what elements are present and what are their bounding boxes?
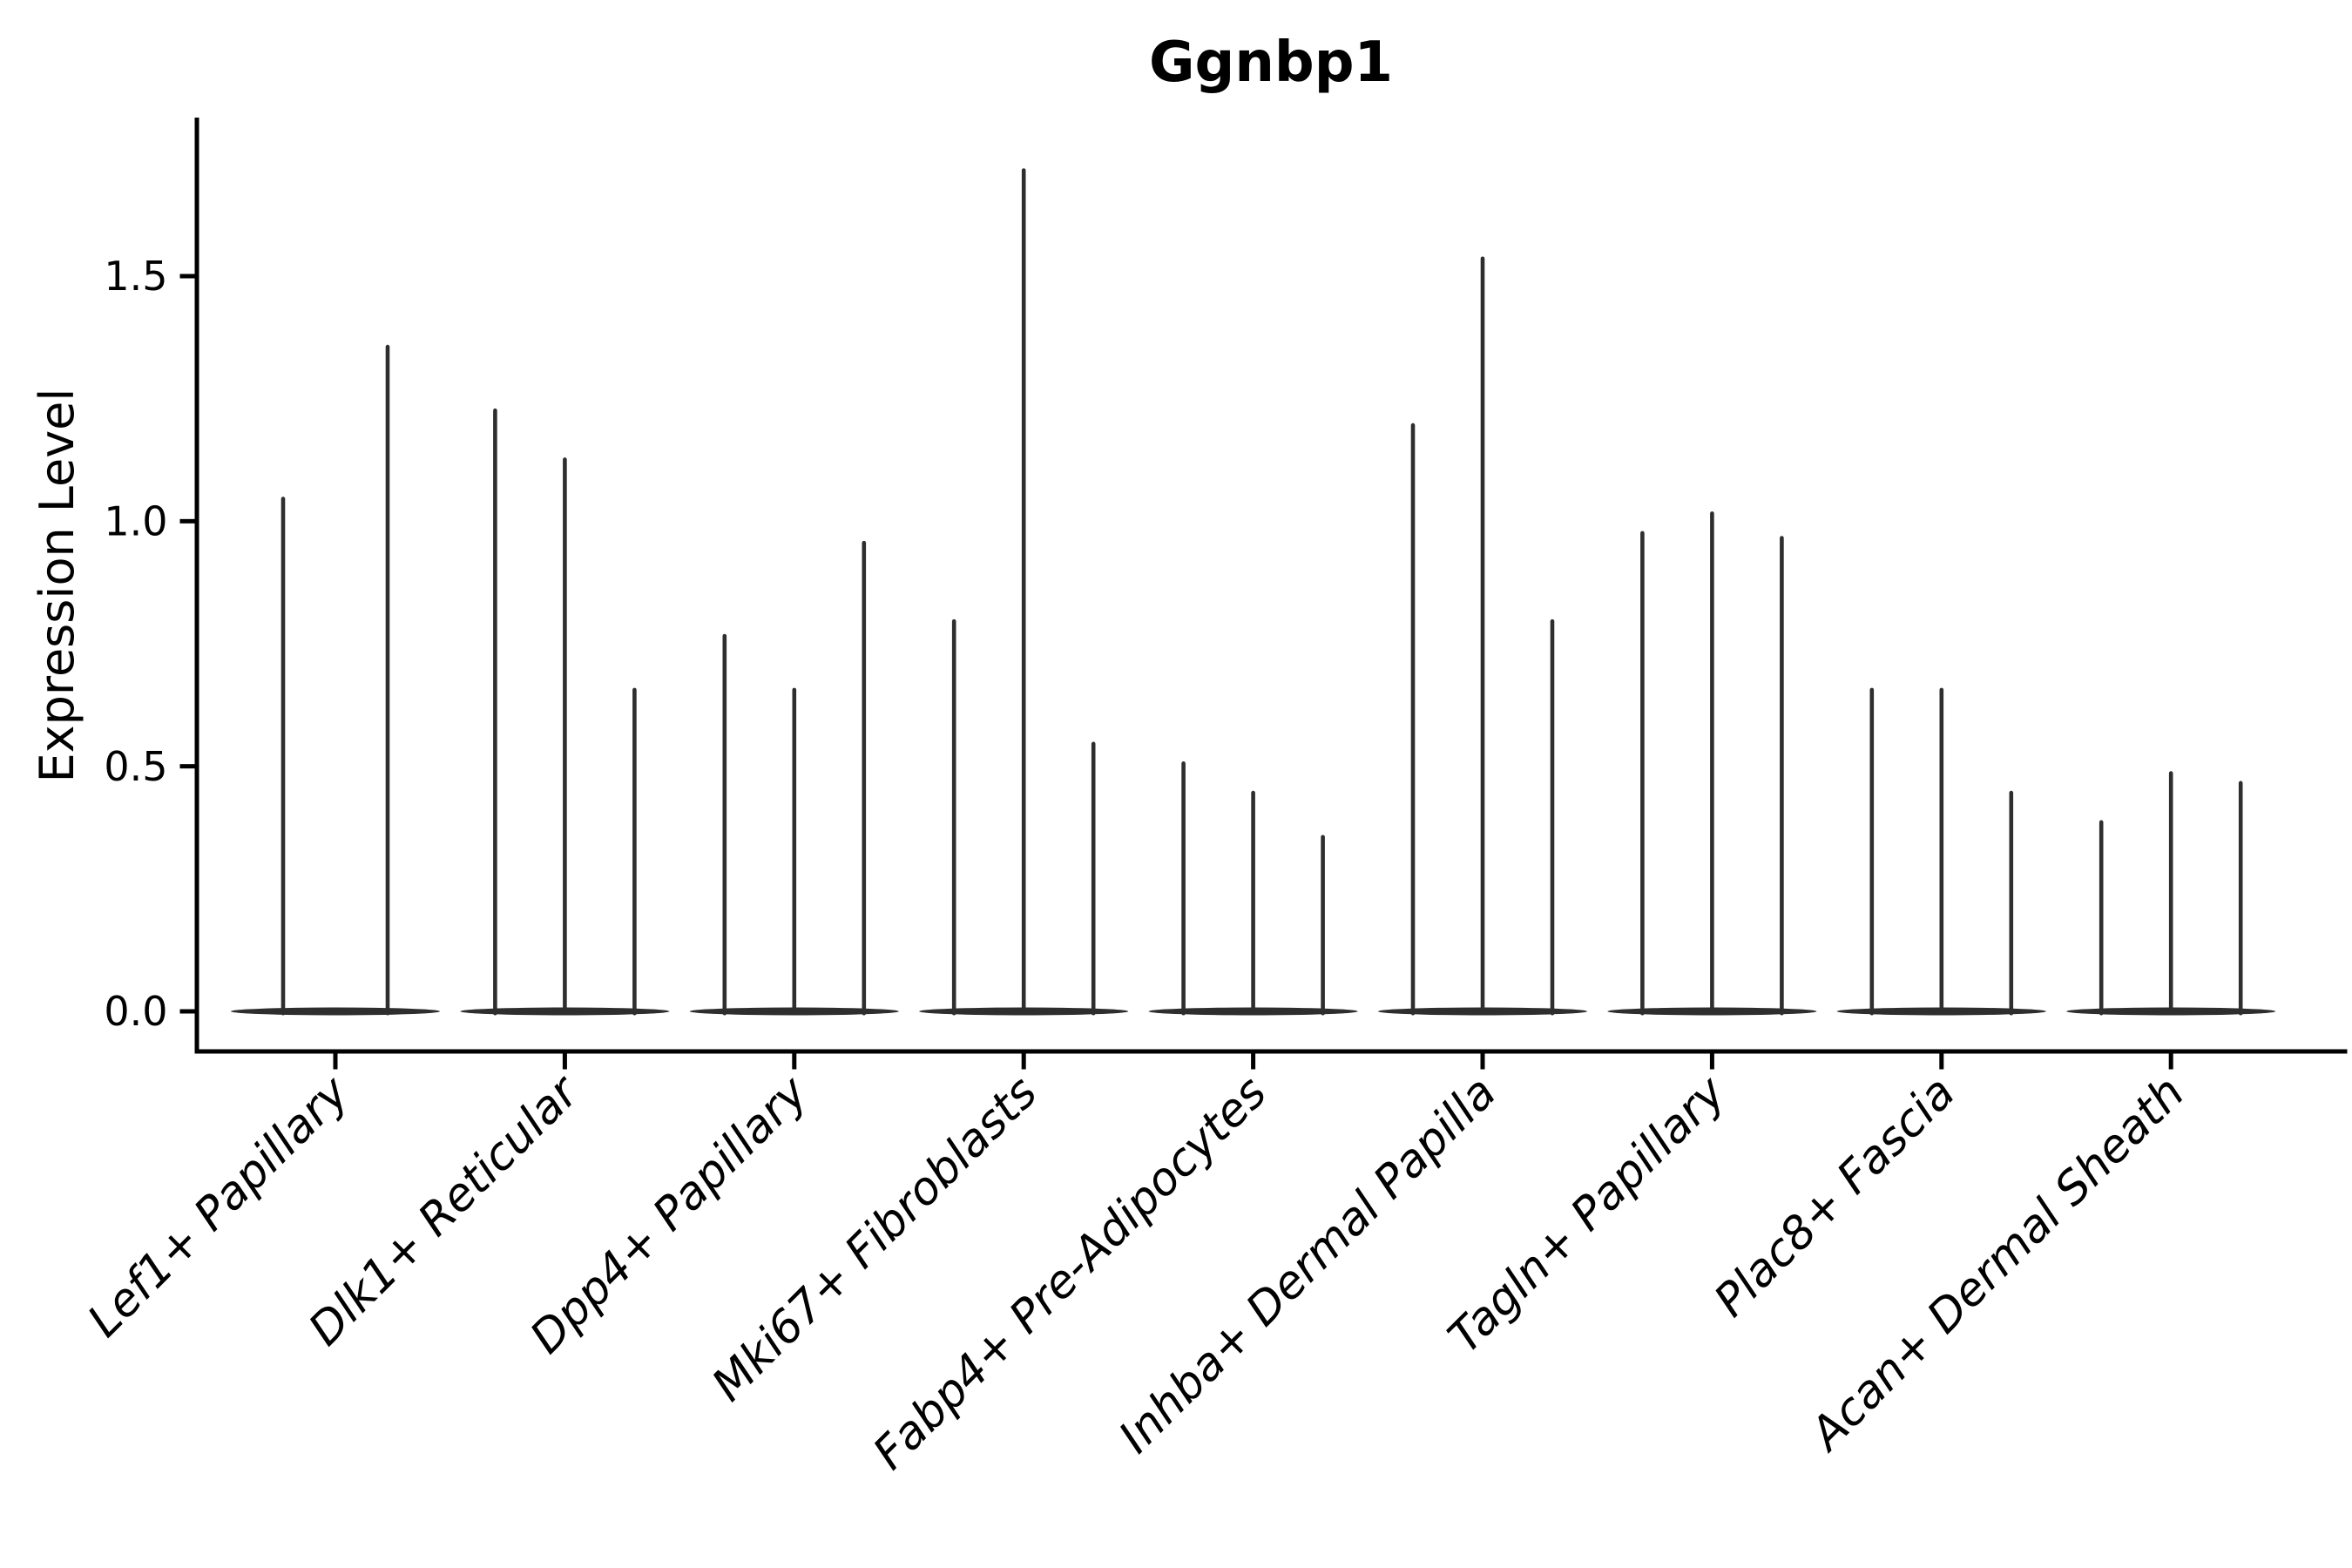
violin-spike xyxy=(1181,761,1186,1016)
violin-spike xyxy=(1710,511,1714,1016)
x-tick-label: Plac8+ Fascia xyxy=(1705,1066,1965,1327)
x-tick-label: Fabp4+ Pre-Adipocytes xyxy=(863,1066,1277,1480)
x-tick-mark xyxy=(792,1053,797,1070)
violin-spike xyxy=(385,344,390,1016)
violin-spike xyxy=(563,457,567,1016)
violin-spike xyxy=(1321,835,1325,1016)
x-tick-mark xyxy=(1480,1053,1485,1070)
x-tick-mark xyxy=(1709,1053,1714,1070)
violin-spike xyxy=(1480,256,1485,1016)
y-tick-label: 0.5 xyxy=(104,743,167,790)
violin-spike xyxy=(493,408,497,1016)
x-tick-label: Acan+ Dermal Sheath xyxy=(1799,1066,2194,1462)
x-tick-mark xyxy=(1021,1053,1026,1070)
violin-spike xyxy=(2009,790,2014,1016)
violin-spike xyxy=(1780,536,1784,1016)
y-axis-spine xyxy=(194,118,199,1054)
x-tick-mark xyxy=(2168,1053,2173,1070)
y-tick-mark xyxy=(179,764,195,769)
x-tick-mark xyxy=(1939,1053,1944,1070)
y-tick-mark xyxy=(179,518,195,524)
violin-spike xyxy=(2168,771,2173,1016)
x-tick-mark xyxy=(333,1053,338,1070)
y-tick-mark xyxy=(179,274,195,279)
x-axis-spine xyxy=(194,1049,2348,1054)
violin-spike xyxy=(1410,422,1416,1016)
violin-spike xyxy=(2099,820,2104,1016)
violin-spike xyxy=(1021,168,1026,1016)
violin-spike xyxy=(1640,531,1645,1016)
violin-spike xyxy=(722,633,727,1016)
violin-spike xyxy=(1939,687,1944,1016)
violin-spike xyxy=(2238,781,2243,1016)
x-tick-label: Inhba+ Dermal Papilla xyxy=(1109,1066,1506,1463)
x-tick-mark xyxy=(1251,1053,1256,1070)
violin-spike xyxy=(951,618,956,1016)
y-tick-label: 1.0 xyxy=(104,497,167,544)
violin-spike xyxy=(862,540,867,1016)
violin-spike xyxy=(1251,790,1255,1016)
y-tick-label: 0.0 xyxy=(104,988,167,1035)
x-tick-mark xyxy=(562,1053,567,1070)
violin-spike xyxy=(792,687,797,1016)
violin-base xyxy=(231,1007,440,1016)
violin-spike xyxy=(1091,741,1096,1016)
violin-spike xyxy=(280,497,286,1016)
violin-spike xyxy=(632,687,637,1016)
y-tick-mark xyxy=(179,1009,195,1014)
violin-spike xyxy=(1869,687,1875,1016)
y-tick-label: 1.5 xyxy=(104,253,167,300)
chart-title: Ggnbp1 xyxy=(1148,30,1394,95)
violin-spike xyxy=(1550,618,1555,1016)
